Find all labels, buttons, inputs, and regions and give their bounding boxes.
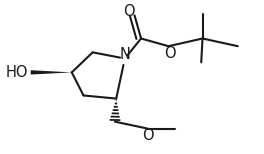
- Text: HO: HO: [6, 65, 28, 80]
- Text: O: O: [123, 4, 135, 19]
- Text: O: O: [142, 128, 153, 144]
- Text: N: N: [119, 47, 130, 62]
- Text: O: O: [164, 46, 176, 61]
- Polygon shape: [31, 70, 72, 75]
